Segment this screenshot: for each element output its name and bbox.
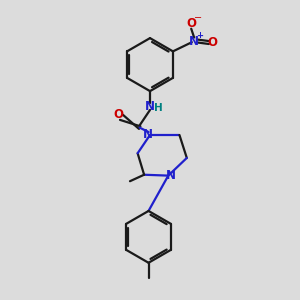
Text: N: N — [142, 128, 153, 142]
Text: +: + — [196, 31, 203, 40]
Text: O: O — [207, 36, 218, 49]
Text: N: N — [145, 100, 155, 113]
Text: O: O — [186, 17, 196, 30]
Text: N: N — [189, 34, 199, 48]
Text: O: O — [113, 109, 123, 122]
Text: H: H — [154, 103, 163, 113]
Text: N: N — [166, 169, 176, 182]
Text: −: − — [194, 14, 202, 23]
